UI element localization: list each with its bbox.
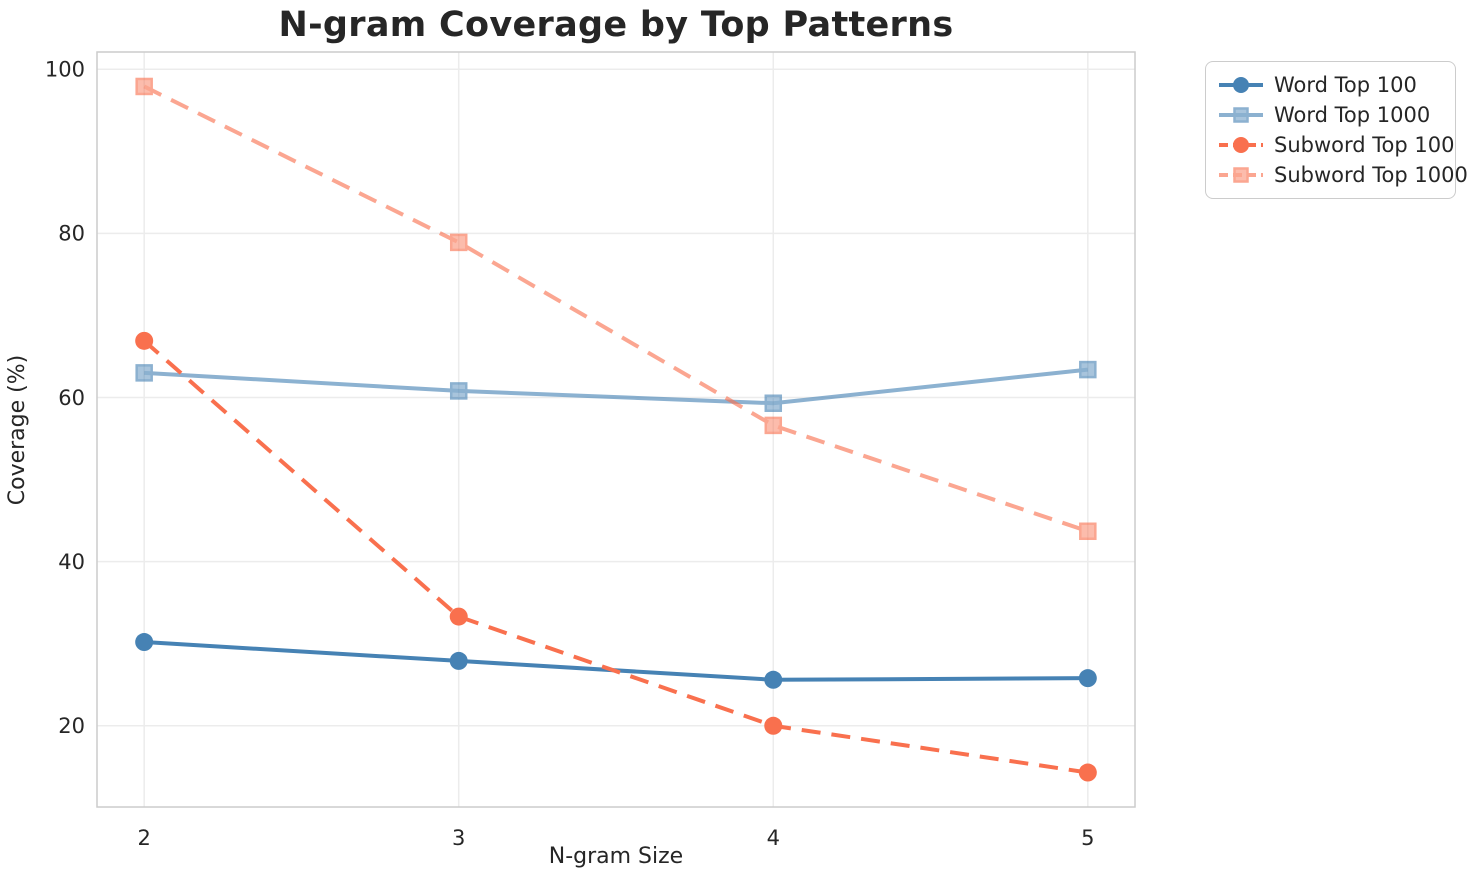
data-point-marker bbox=[449, 651, 468, 670]
y-tick-label: 40 bbox=[58, 550, 85, 574]
legend-swatch-solid-line-icon bbox=[1219, 107, 1263, 123]
data-point-marker bbox=[449, 233, 468, 252]
data-point-marker bbox=[449, 382, 468, 400]
data-point-marker bbox=[764, 416, 783, 435]
data-point-marker bbox=[449, 607, 468, 626]
data-point-marker bbox=[135, 364, 153, 382]
series-line bbox=[144, 640, 1088, 682]
legend-item: Subword Top 1000 bbox=[1218, 160, 1468, 190]
data-point-marker bbox=[135, 77, 153, 96]
series-subword-top-1000 bbox=[135, 77, 1097, 541]
legend-swatch-dashed-line-icon bbox=[1219, 167, 1263, 183]
legend-label: Subword Top 1000 bbox=[1274, 163, 1468, 187]
legend-item: Word Top 100 bbox=[1218, 70, 1443, 100]
chart-title: N-gram Coverage by Top Patterns bbox=[278, 5, 954, 45]
legend-swatch-dashed-line-icon bbox=[1219, 137, 1263, 153]
data-point-marker bbox=[1078, 763, 1097, 782]
data-point-marker bbox=[1079, 360, 1097, 379]
legend-label: Word Top 1000 bbox=[1274, 103, 1431, 127]
legend-label: Word Top 100 bbox=[1274, 73, 1417, 97]
axes-frame bbox=[96, 51, 1136, 808]
series-word-top-1000 bbox=[135, 360, 1097, 412]
x-axis-label: N-gram Size bbox=[548, 844, 684, 869]
series-line bbox=[143, 84, 1089, 534]
data-point-marker bbox=[764, 716, 783, 735]
series-line bbox=[142, 339, 1089, 775]
legend-item: Word Top 1000 bbox=[1218, 100, 1443, 130]
x-tick-label: 3 bbox=[452, 826, 465, 850]
series-word-top-100 bbox=[135, 633, 1097, 689]
series-line bbox=[144, 367, 1089, 406]
series-subword-top-100 bbox=[135, 331, 1097, 782]
data-point-marker bbox=[764, 670, 783, 689]
legend: Word Top 100 Word Top 1000 Subword Top 100… bbox=[1205, 61, 1468, 199]
data-point-marker bbox=[135, 633, 154, 652]
legend-label: Subword Top 100 bbox=[1274, 133, 1455, 157]
x-tick-label: 5 bbox=[1081, 826, 1094, 850]
x-tick-label: 2 bbox=[137, 826, 150, 850]
legend-item: Subword Top 100 bbox=[1218, 130, 1454, 160]
legend-swatch-solid-line-icon bbox=[1219, 77, 1263, 93]
data-point-marker bbox=[764, 394, 783, 412]
y-tick-label: 20 bbox=[58, 714, 85, 738]
data-point-marker bbox=[135, 331, 154, 350]
x-tick-label: 4 bbox=[767, 826, 780, 850]
data-point-marker bbox=[1078, 669, 1097, 688]
y-tick-label: 80 bbox=[58, 222, 85, 246]
y-tick-label: 60 bbox=[58, 386, 85, 410]
data-point-marker bbox=[1079, 522, 1097, 541]
y-tick-label: 100 bbox=[45, 58, 85, 82]
